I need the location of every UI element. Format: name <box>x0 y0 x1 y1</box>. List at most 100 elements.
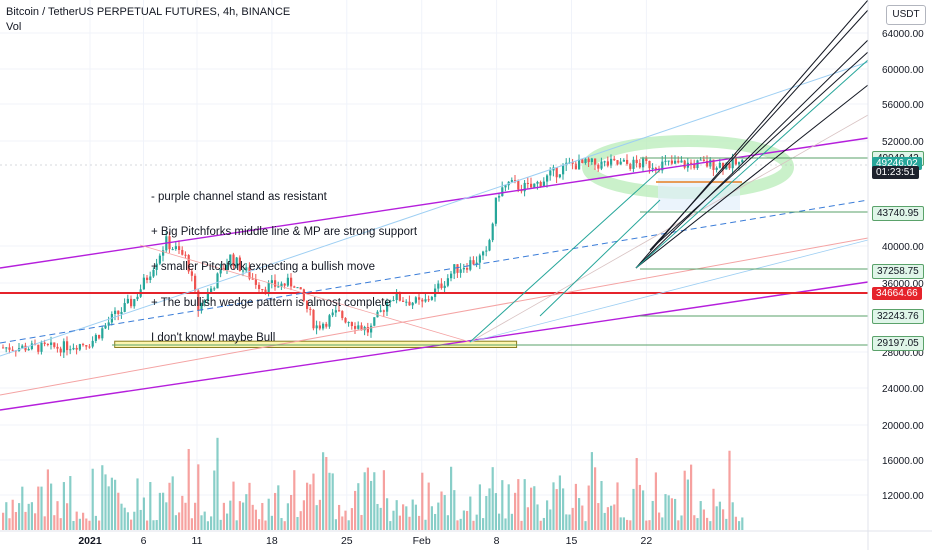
y-tick-label: 16000.00 <box>882 456 924 467</box>
volume-bar <box>731 502 734 530</box>
candle <box>184 254 187 256</box>
volume-bar <box>574 483 577 530</box>
volume-bar <box>245 494 248 530</box>
note-line: I don't know! maybe Bull <box>151 332 276 345</box>
y-tick-label: 36000.00 <box>882 279 924 290</box>
volume-bar <box>494 493 497 530</box>
volume-bar <box>213 470 216 530</box>
candle <box>293 286 296 288</box>
volume-bar <box>562 488 565 530</box>
volume-bar <box>683 470 686 530</box>
volume-bar <box>546 500 549 530</box>
candle <box>40 342 43 352</box>
volume-bar <box>510 513 513 530</box>
volume-bar <box>126 512 129 530</box>
candle <box>206 292 209 301</box>
candle <box>331 312 334 316</box>
volume-bar <box>341 516 344 530</box>
candle <box>235 257 238 266</box>
big-pitchfork-lower <box>0 237 869 396</box>
candle <box>523 182 526 192</box>
volume-bar <box>299 511 302 530</box>
volume-bar <box>619 517 622 530</box>
volume-bar <box>446 515 449 530</box>
volume-bar <box>434 513 437 530</box>
volume-indicator-label[interactable]: Vol <box>6 21 22 33</box>
volume-bar <box>130 519 133 530</box>
candle <box>267 282 270 293</box>
candle <box>264 289 267 293</box>
candle <box>370 325 373 333</box>
volume-bar <box>702 509 705 530</box>
volume-bar <box>50 483 53 530</box>
volume-bar <box>597 503 600 530</box>
volume-bar <box>664 494 667 530</box>
volume-bar <box>88 520 91 530</box>
candle <box>194 275 197 291</box>
volume-bar <box>267 498 270 530</box>
volume-bar <box>658 512 661 530</box>
volume-bar <box>62 482 65 530</box>
volume-bar <box>306 482 309 530</box>
volume-bar <box>216 437 219 530</box>
candle <box>389 300 392 302</box>
candle <box>664 160 667 162</box>
volume-bar <box>59 518 62 530</box>
currency-button[interactable]: USDT <box>886 5 926 25</box>
volume-bar <box>270 515 273 530</box>
volume-bar <box>504 518 507 530</box>
volume-bar <box>386 498 389 530</box>
volume-bar <box>389 521 392 530</box>
volume-bar <box>69 476 72 530</box>
volume-bar <box>670 498 673 530</box>
candle <box>622 159 625 162</box>
y-tick-label: 52000.00 <box>882 137 924 148</box>
volume-bar <box>2 512 5 530</box>
volume-bar <box>558 475 561 530</box>
candle <box>306 300 309 309</box>
pitchfork-handle <box>139 244 471 343</box>
candle <box>347 322 350 324</box>
candle <box>258 284 261 289</box>
candle <box>245 267 248 271</box>
candle <box>30 343 33 350</box>
candle <box>11 349 14 351</box>
projection-box <box>658 178 740 210</box>
volume-bar <box>37 486 40 530</box>
candle <box>734 158 737 165</box>
price-tag: 01:23:51 <box>872 165 919 179</box>
volume-bar <box>622 517 625 530</box>
candle <box>197 290 200 311</box>
candle <box>66 341 69 351</box>
volume-bar <box>491 467 494 530</box>
volume-bar <box>274 492 277 530</box>
candle <box>85 345 88 347</box>
volume-bar <box>43 516 46 530</box>
note-line: - purple channel stand as resistant <box>151 190 327 203</box>
volume-bar <box>584 521 587 530</box>
candle <box>677 160 680 163</box>
volume-bar <box>168 482 171 530</box>
candle <box>216 273 219 289</box>
volume-bar <box>101 465 104 530</box>
candle <box>648 160 651 169</box>
volume-bar <box>181 495 184 530</box>
volume-bar <box>366 467 369 530</box>
candle <box>731 158 734 169</box>
volume-bar <box>357 483 360 530</box>
volume-bar <box>501 480 504 530</box>
x-tick-label: Feb <box>413 535 431 547</box>
volume-bar <box>261 502 264 530</box>
volume-bar <box>75 511 78 530</box>
volume-bar <box>107 486 110 530</box>
candle <box>203 300 206 304</box>
purple-channel-bottom <box>0 281 869 411</box>
candle <box>37 344 40 352</box>
volume-bar <box>427 482 430 530</box>
volume-bar <box>235 520 238 530</box>
candle <box>427 299 430 301</box>
volume-bar <box>392 510 395 530</box>
candle <box>549 170 552 176</box>
candle <box>462 267 465 270</box>
